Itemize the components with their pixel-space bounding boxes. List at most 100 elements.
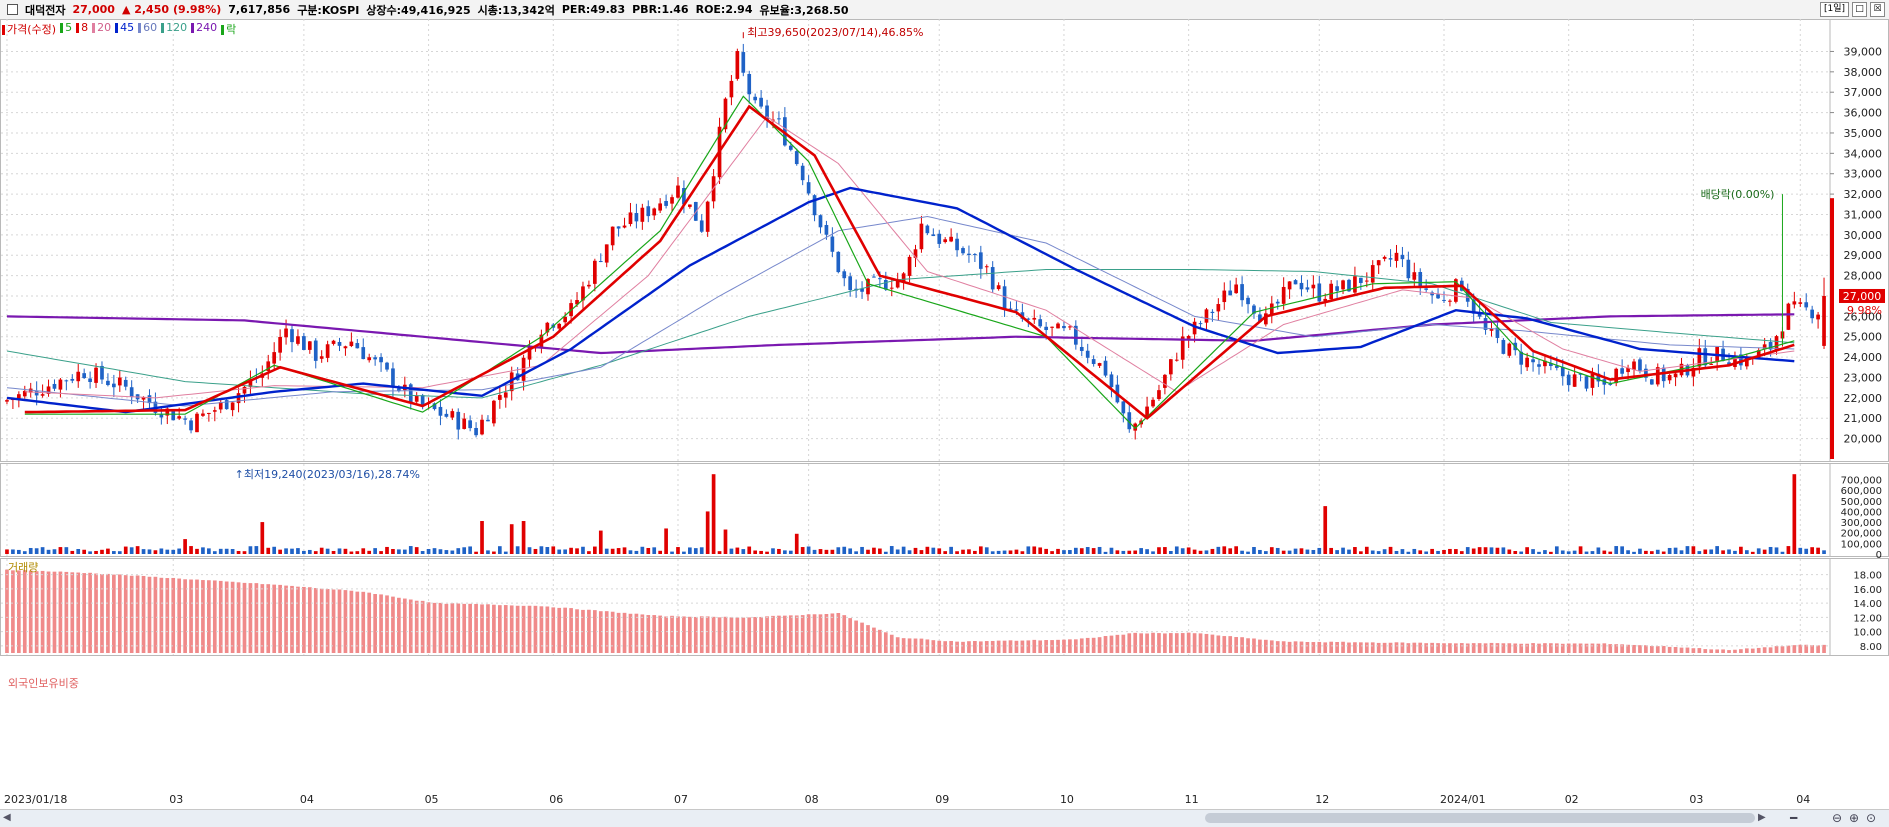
foreign-tick-label: 14.00 [1853, 599, 1882, 610]
volume-bar [1442, 549, 1446, 554]
date-tick-label: 04 [300, 793, 314, 806]
candle [1786, 303, 1791, 330]
market-type: 구분:KOSPI [297, 3, 360, 17]
foreign-bar [1703, 649, 1708, 653]
zoom-reset-icon[interactable]: ⊙ [1866, 811, 1877, 825]
scroll-right-icon[interactable]: ▶ [1758, 812, 1766, 823]
candle [961, 248, 965, 254]
date-tick-label: 03 [169, 793, 183, 806]
scroll-thumb[interactable] [1205, 813, 1755, 823]
pbr-value: PBR:1.46 [632, 3, 689, 16]
volume-bar [575, 548, 579, 554]
foreign-bar [1246, 638, 1250, 653]
foreign-bar [723, 616, 728, 653]
volume-bar [492, 551, 496, 554]
zoom-slider-icon[interactable]: ━ [1790, 811, 1798, 825]
volume-bar [367, 550, 372, 554]
candle [1151, 399, 1155, 407]
foreign-bar [967, 641, 971, 653]
legend-ma45[interactable]: 45 [115, 21, 134, 37]
chart-area[interactable]: 39,000 38,000 37,000 36,000 35,000 34,000 33,0… [0, 19, 1889, 809]
candle [1406, 259, 1411, 279]
legend-rak[interactable]: 락 [221, 21, 236, 37]
volume-bar [1085, 547, 1090, 554]
candle [610, 226, 615, 246]
legend-ma240[interactable]: 240 [191, 21, 217, 37]
foreign-bar [1679, 647, 1684, 653]
zoom-in-icon[interactable]: ⊕ [1849, 811, 1860, 825]
foreign-bar [195, 579, 199, 653]
period-selector[interactable]: [1일] [1819, 2, 1849, 17]
legend-ma5[interactable]: 5 [60, 21, 72, 37]
foreign-bar [1216, 635, 1221, 653]
volume-bar [1715, 546, 1719, 554]
stock-icon[interactable] [7, 4, 18, 15]
candle [1673, 373, 1678, 378]
restore-button[interactable]: □ [1852, 2, 1867, 17]
legend-ma8[interactable]: 8 [76, 21, 88, 37]
candle [373, 357, 377, 360]
candle [1347, 279, 1351, 292]
volume-bar [159, 548, 164, 554]
legend-ma20[interactable]: 20 [92, 21, 111, 37]
stock-name[interactable]: 대덕전자 [25, 3, 66, 17]
volume-bar [777, 548, 781, 554]
candle [64, 380, 69, 382]
scroll-left-icon[interactable]: ◀ [3, 812, 11, 823]
volume-bar [1163, 547, 1167, 554]
zoom-out-icon[interactable]: ⊖ [1832, 811, 1843, 825]
volume-bar [1145, 549, 1149, 554]
legend-price[interactable]: 가격(수정) [2, 21, 56, 37]
foreign-bar [848, 618, 853, 653]
foreign-bar [1822, 644, 1826, 653]
candle [575, 300, 579, 305]
candle [907, 256, 912, 276]
price-tick-label: 30,000 [1844, 229, 1883, 242]
candle [1430, 292, 1434, 296]
candle [503, 392, 508, 398]
foreign-bar [735, 617, 740, 653]
price-tick-label: 39,000 [1844, 45, 1883, 58]
volume-bar [426, 549, 431, 554]
candle [1762, 344, 1767, 350]
volume-bar [806, 546, 811, 554]
volume-bar [331, 550, 336, 554]
candle [824, 224, 829, 235]
foreign-bar [1264, 639, 1268, 653]
volume-bar [628, 550, 633, 554]
foreign-label[interactable]: 외국인보유비중 [8, 677, 79, 690]
volume-label[interactable]: 거래량 [8, 561, 39, 574]
volume-bar [46, 549, 51, 554]
foreign-bar [658, 615, 663, 653]
candle [1626, 367, 1630, 373]
foreign-bar [1400, 642, 1405, 653]
volume-bar [539, 546, 544, 554]
volume-bar [705, 511, 710, 554]
foreign-bar [1317, 641, 1322, 653]
foreign-bar [866, 625, 870, 653]
foreign-bar [1240, 637, 1244, 653]
foreign-bar [1608, 644, 1613, 653]
foreign-bar [1768, 647, 1773, 653]
candle [1822, 295, 1826, 346]
candle [1756, 350, 1761, 359]
volume-bar [598, 530, 603, 554]
volume-bar [1454, 549, 1458, 554]
foreign-bar [634, 613, 639, 653]
volume-bar [1180, 548, 1185, 554]
candle [129, 387, 134, 397]
foreign-bar [984, 641, 989, 653]
foreign-bar [1644, 645, 1648, 653]
candle [266, 361, 271, 371]
foreign-bar [1554, 643, 1559, 653]
volume-bar [1044, 548, 1048, 554]
legend-ma60[interactable]: 60 [138, 21, 157, 37]
candle [349, 341, 354, 347]
horizontal-scrollbar[interactable]: ◀ ▶ ━ ⊖ ⊕ ⊙ [0, 809, 1889, 827]
legend-ma120[interactable]: 120 [161, 21, 187, 37]
volume-bar [254, 546, 259, 554]
close-button[interactable]: ☒ [1870, 2, 1885, 17]
volume-bar [1050, 551, 1054, 554]
volume-bar [307, 549, 312, 554]
volume-bar [28, 547, 33, 554]
